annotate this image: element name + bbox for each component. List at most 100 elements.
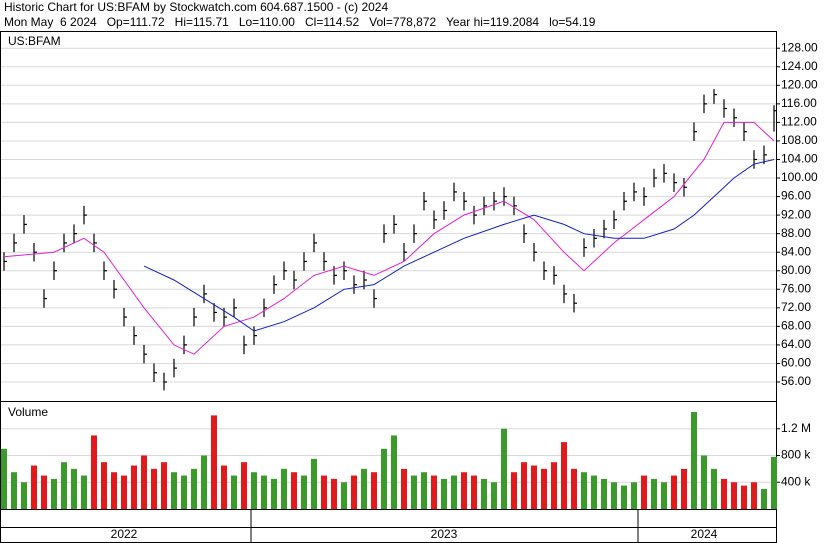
y-tick-label: 400 k [781, 474, 811, 488]
y-tick-label: 100.00 [781, 170, 818, 184]
volume-bar [391, 435, 397, 509]
volume-bar [381, 448, 387, 509]
volume-bar [521, 462, 527, 509]
y-tick-label: 80.00 [781, 263, 811, 277]
y-tick-label: 92.00 [781, 207, 811, 221]
volume-bar [431, 475, 437, 509]
volume-bar [671, 475, 677, 509]
volume-bar [251, 472, 257, 509]
y-tick-label: 108.00 [781, 133, 818, 147]
volume-bar [491, 482, 497, 509]
volume-bar [751, 482, 757, 509]
y-tick-label: 56.00 [781, 374, 811, 388]
volume-bar [371, 472, 377, 509]
volume-bar [461, 472, 467, 509]
volume-bar [271, 478, 277, 509]
volume-bar [331, 478, 337, 509]
y-tick-label: 88.00 [781, 226, 811, 240]
y-tick-label: 112.00 [781, 115, 817, 129]
volume-bar [601, 478, 607, 509]
volume-bar [101, 462, 107, 509]
y-tick-label: 72.00 [781, 300, 811, 314]
volume-bar [621, 485, 627, 509]
volume-bar [611, 482, 617, 509]
y-tick-label: 104.00 [781, 152, 818, 166]
x-tick-label: 2022 [111, 527, 138, 541]
volume-bar [171, 472, 177, 509]
volume-bar [321, 475, 327, 509]
volume-bar [631, 482, 637, 509]
x-tick-label: 2024 [691, 527, 718, 541]
volume-bar [501, 428, 507, 509]
volume-bar [241, 462, 247, 509]
volume-bar [591, 475, 597, 509]
volume-bar [81, 475, 87, 509]
y-tick-label: 128.00 [781, 40, 818, 54]
volume-bar [41, 475, 47, 509]
volume-bar [141, 455, 147, 509]
y-tick-label: 120.00 [781, 77, 818, 91]
y-tick-label: 68.00 [781, 319, 811, 333]
x-tick-label: 2023 [431, 527, 458, 541]
moving-average [3, 121, 775, 355]
volume-bar [201, 455, 207, 509]
y-tick-label: 1.2 M [781, 421, 811, 435]
volume-bar [61, 462, 67, 509]
volume-bar [231, 475, 237, 509]
volume-bar [661, 482, 667, 509]
y-tick-label: 76.00 [781, 281, 811, 295]
volume-bar [731, 482, 737, 509]
volume-bar [441, 478, 447, 509]
volume-bar [451, 475, 457, 509]
volume-bar [551, 462, 557, 509]
volume-label: Volume [8, 405, 48, 419]
volume-bar [281, 468, 287, 509]
volume-bar [131, 465, 137, 509]
y-tick-label: 64.00 [781, 337, 811, 351]
volume-bar [221, 465, 227, 509]
volume-bar [561, 442, 567, 509]
volume-bar [721, 478, 727, 509]
y-tick-label: 96.00 [781, 189, 811, 203]
symbol-label: US:BFAM [8, 34, 61, 48]
volume-bar [161, 462, 167, 509]
volume-bar [301, 475, 307, 509]
volume-bar [761, 488, 767, 509]
chart-title: Historic Chart for US:BFAM by Stockwatch… [4, 0, 388, 14]
y-tick-label: 60.00 [781, 356, 811, 370]
volume-bar [651, 478, 657, 509]
volume-bar [641, 475, 647, 509]
volume-bar [361, 468, 367, 509]
moving-average [143, 159, 775, 332]
volume-bar [401, 468, 407, 509]
volume-bar [711, 468, 717, 509]
volume-bar [681, 468, 687, 509]
volume-bar [581, 472, 587, 509]
volume-bar [111, 472, 117, 509]
volume-bar [341, 482, 347, 509]
volume-bar [511, 472, 517, 509]
volume-bar [771, 456, 777, 509]
y-tick-label: 116.00 [781, 96, 817, 110]
volume-bar [421, 472, 427, 509]
volume-bar [211, 415, 217, 509]
volume-bar [571, 468, 577, 509]
volume-bar [481, 478, 487, 509]
volume-bar [71, 468, 77, 509]
y-tick-label: 84.00 [781, 244, 811, 258]
volume-bar [701, 455, 707, 509]
volume-bar [11, 472, 17, 509]
volume-bar [311, 458, 317, 509]
volume-bar [411, 475, 417, 509]
volume-bar [191, 468, 197, 509]
y-tick-label: 124.00 [781, 59, 818, 73]
volume-bar [91, 435, 97, 509]
volume-bar [741, 485, 747, 509]
volume-bar [531, 465, 537, 509]
volume-bar [291, 472, 297, 509]
volume-bar [351, 475, 357, 509]
volume-bar [31, 465, 37, 509]
volume-bar [121, 475, 127, 509]
volume-bar [261, 475, 267, 509]
volume-bar [151, 468, 157, 509]
